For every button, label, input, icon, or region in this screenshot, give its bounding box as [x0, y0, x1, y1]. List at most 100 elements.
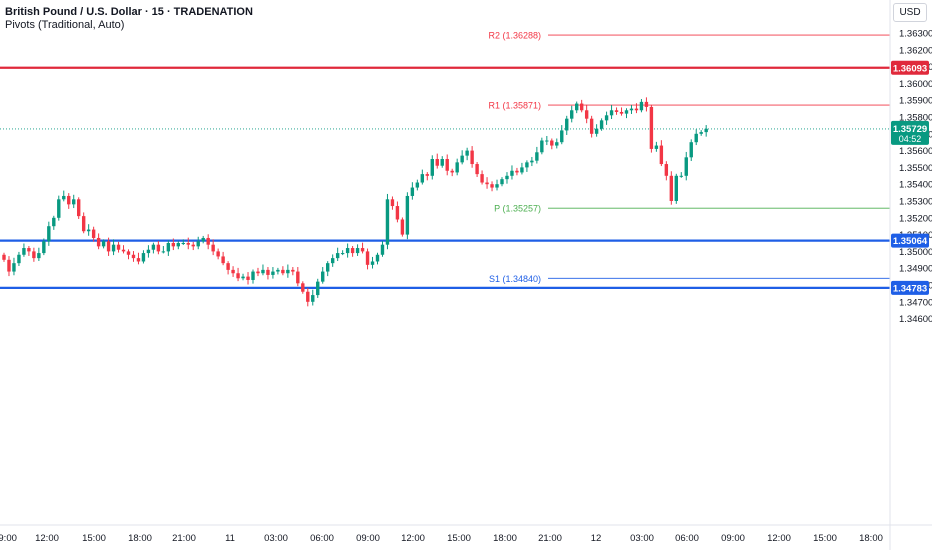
candle: [345, 243, 350, 258]
candle-body: [629, 108, 634, 111]
candle-body: [171, 243, 176, 247]
candle-body: [52, 217, 56, 227]
pivot-label: R2 (1.36288): [488, 31, 541, 41]
candle: [231, 266, 235, 277]
y-tick-label: 1.35000: [899, 247, 932, 258]
candle: [410, 182, 415, 200]
candle-body: [689, 142, 693, 158]
y-tick-label: 1.35400: [899, 180, 932, 191]
candle: [694, 129, 698, 146]
candle: [106, 237, 111, 256]
candle: [67, 193, 71, 209]
candle-body: [181, 243, 185, 244]
candle: [704, 125, 708, 137]
candle-body: [555, 142, 559, 146]
candle-body: [515, 170, 519, 173]
candle-body: [211, 244, 215, 252]
candle-body: [480, 174, 484, 183]
candle: [281, 266, 285, 276]
candle: [86, 224, 91, 236]
candle: [335, 247, 340, 261]
candle: [480, 170, 484, 185]
candle-body: [67, 195, 71, 205]
candle: [634, 103, 639, 114]
candle-body: [599, 120, 604, 129]
candle-body: [32, 251, 36, 259]
candle-body: [321, 271, 325, 282]
candle-body: [644, 101, 649, 107]
candle: [490, 181, 494, 192]
candle: [121, 245, 126, 254]
candle: [340, 250, 345, 256]
candle-body: [226, 263, 230, 270]
candle-body: [395, 206, 400, 220]
candle-body: [326, 263, 330, 272]
candle: [555, 138, 559, 149]
candle-body: [196, 241, 200, 247]
candle: [579, 99, 584, 113]
candle: [669, 171, 674, 205]
candle-body: [72, 199, 76, 205]
candle-body: [22, 248, 26, 255]
candle-body: [550, 140, 554, 146]
candle-body: [699, 132, 703, 134]
candle: [330, 254, 335, 267]
candle: [221, 251, 225, 266]
candle-body: [216, 251, 220, 257]
candle: [415, 179, 420, 191]
candle-body: [575, 103, 579, 111]
candle: [32, 247, 36, 262]
candle: [291, 267, 295, 276]
candle-body: [445, 159, 449, 171]
candle: [226, 261, 230, 275]
candle: [216, 248, 220, 260]
candle-body: [101, 241, 106, 247]
candle-body: [266, 269, 270, 275]
candle-body: [231, 269, 235, 274]
pivot-label: S1 (1.34840): [489, 274, 541, 284]
candle-body: [246, 276, 250, 280]
candle-body: [674, 175, 678, 201]
y-tick-label: 1.35900: [899, 96, 932, 107]
candle: [146, 245, 151, 258]
horizontal-levels[interactable]: [0, 66, 890, 289]
currency-selector[interactable]: USD: [893, 3, 927, 22]
candle-body: [634, 108, 639, 111]
candle: [266, 267, 270, 280]
candle-body: [291, 269, 295, 272]
candle-body: [355, 248, 360, 254]
candle-body: [450, 170, 454, 173]
candle-body: [116, 244, 121, 250]
candle: [654, 141, 659, 152]
candle-body: [664, 164, 669, 176]
candle: [22, 243, 26, 257]
candle: [699, 130, 703, 136]
x-tick-label: 12:00: [35, 533, 59, 544]
candle-body: [470, 150, 474, 165]
candle: [425, 172, 429, 181]
candle: [77, 197, 81, 219]
candle: [684, 151, 688, 181]
candle: [151, 242, 156, 254]
candle: [674, 173, 678, 204]
candle-body: [256, 271, 260, 274]
candle: [2, 252, 6, 262]
y-tick-label: 1.36000: [899, 79, 932, 90]
candle: [440, 156, 444, 168]
candle: [251, 269, 255, 284]
candle-body: [654, 145, 659, 149]
candle-body: [111, 244, 116, 252]
candle-body: [649, 106, 654, 149]
candle: [42, 238, 46, 256]
candle: [510, 165, 514, 180]
candle-body: [475, 164, 479, 175]
symbol-title[interactable]: British Pound / U.S. Dollar · 15 · TRADE…: [5, 6, 253, 18]
indicator-label[interactable]: Pivots (Traditional, Auto): [5, 19, 125, 31]
y-tick-label: 1.35600: [899, 146, 932, 157]
candle-body: [684, 157, 688, 176]
candle-body: [385, 199, 390, 245]
candle: [400, 217, 405, 237]
time-axis[interactable]: 09:00 12:00 15:00 18:00 21:00 11 03:00 06:00 09:…: [0, 533, 883, 544]
